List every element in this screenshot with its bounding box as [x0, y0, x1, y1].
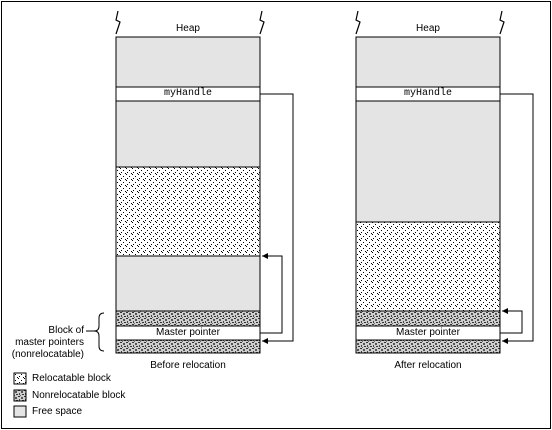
heap-label: Heap [416, 23, 440, 34]
caption: Before relocation [150, 360, 226, 371]
side-note-line: Block of [48, 325, 84, 336]
legend-free-swatch [13, 405, 27, 418]
break-mark-right [259, 10, 265, 35]
master-pointer-label: Master pointer [396, 327, 460, 338]
free-space-block [115, 255, 261, 312]
heap-label: Heap [176, 23, 200, 34]
legend-relocatable-swatch [13, 372, 27, 385]
master-pointer-label: Master pointer [156, 327, 220, 338]
side-note-line: master pointers [15, 337, 84, 348]
break-mark-left [355, 10, 361, 35]
heap-before [115, 10, 294, 354]
legend-nonrelocatable-swatch [13, 389, 27, 402]
heap-after [355, 10, 534, 354]
relocatable-block [115, 166, 261, 257]
free-space-block [355, 36, 501, 88]
master-pointer-arrow [260, 253, 283, 334]
master-pointer-arrow [500, 308, 523, 334]
free-space-block [355, 100, 501, 223]
handle-label: myHandle [403, 88, 452, 99]
free-space-block [115, 100, 261, 168]
handle-arrow [500, 93, 534, 344]
legend-free-label: Free space [32, 406, 83, 417]
master-pointer-bracket [86, 312, 105, 352]
free-space-block [115, 36, 261, 88]
handle-label: myHandle [163, 88, 212, 99]
break-mark-left [115, 10, 121, 35]
legend-nonrelocatable-label: Nonrelocatable block [32, 390, 126, 401]
break-mark-right [499, 10, 505, 35]
caption: After relocation [394, 360, 462, 371]
legend-relocatable-label: Relocatable block [32, 373, 111, 384]
side-note-line: (nonrelocatable) [11, 349, 84, 360]
relocatable-block [355, 221, 501, 312]
handle-arrow [260, 93, 294, 344]
